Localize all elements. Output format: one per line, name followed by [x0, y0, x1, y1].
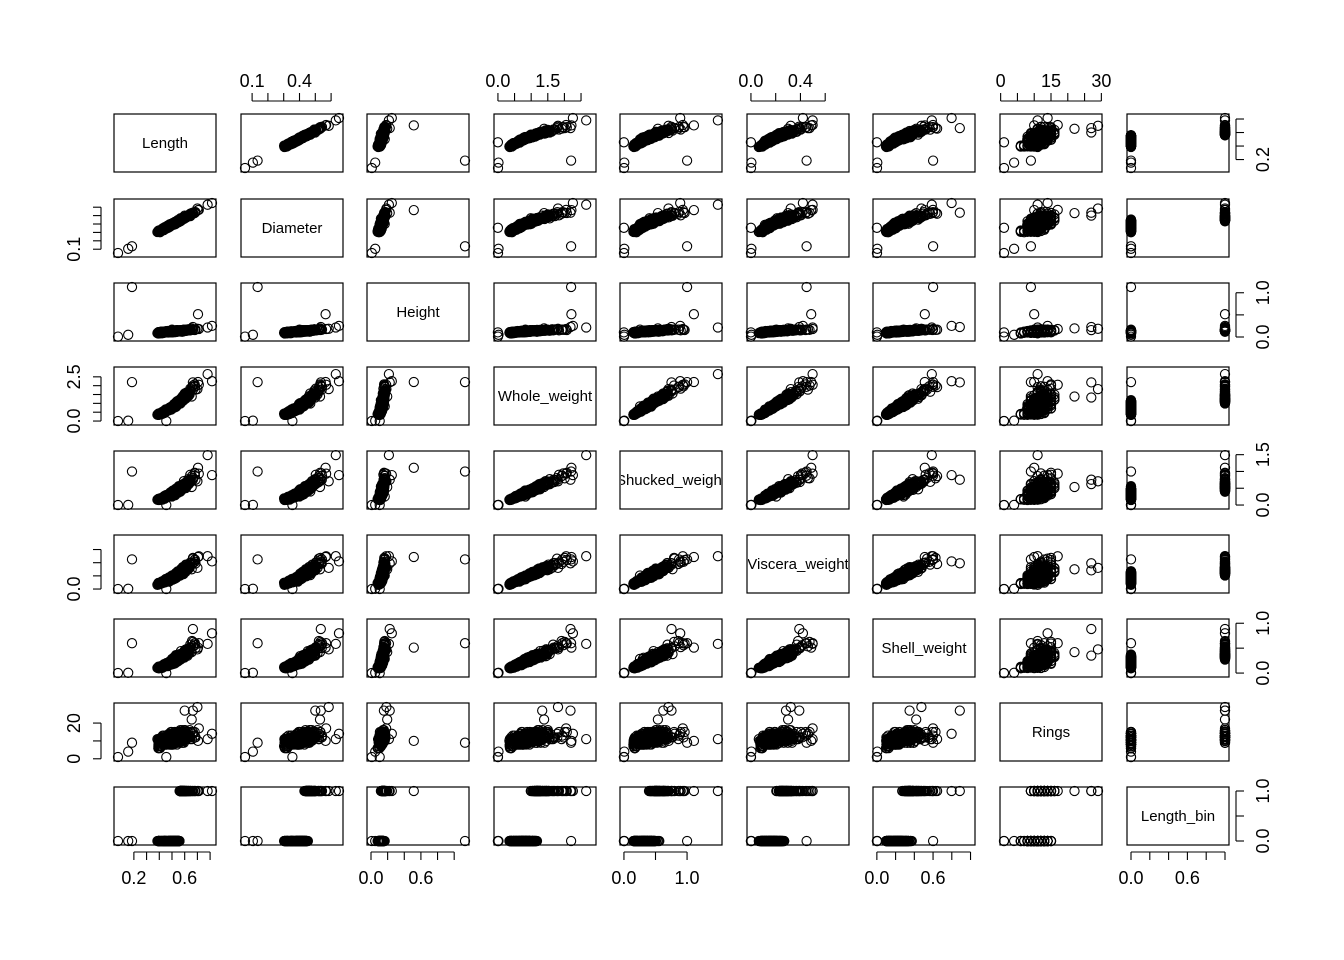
panel-Length-vs-Height — [367, 113, 470, 172]
data-point — [371, 158, 380, 167]
data-point — [798, 113, 807, 122]
data-point — [746, 163, 755, 172]
panels-layer: LengthDiameterHeightWhole_weightShucked_… — [113, 113, 1229, 845]
data-point — [689, 121, 698, 130]
data-point — [240, 163, 249, 172]
panel-Length-vs-Shucked_weight — [619, 113, 722, 172]
panel-Length-vs-Viscera_weight — [746, 113, 849, 172]
data-point — [460, 156, 469, 165]
data-point — [493, 138, 502, 147]
data-point — [567, 156, 576, 165]
data-point — [619, 138, 628, 147]
data-point — [582, 116, 591, 125]
panel-Length-vs-Diameter — [240, 113, 343, 172]
data-point — [802, 156, 811, 165]
data-point — [334, 113, 343, 122]
data-point — [683, 156, 692, 165]
panel-Length-vs-Shell_weight — [872, 113, 975, 172]
data-point — [619, 163, 628, 172]
panel-Length-vs-Length: Length — [114, 114, 216, 172]
data-point — [409, 121, 418, 130]
panel-Length-vs-Whole_weight — [493, 113, 596, 172]
data-point — [713, 116, 722, 125]
data-point — [746, 138, 755, 147]
data-point — [493, 163, 502, 172]
variable-label-Length: Length — [142, 135, 188, 152]
data-point — [367, 163, 376, 172]
